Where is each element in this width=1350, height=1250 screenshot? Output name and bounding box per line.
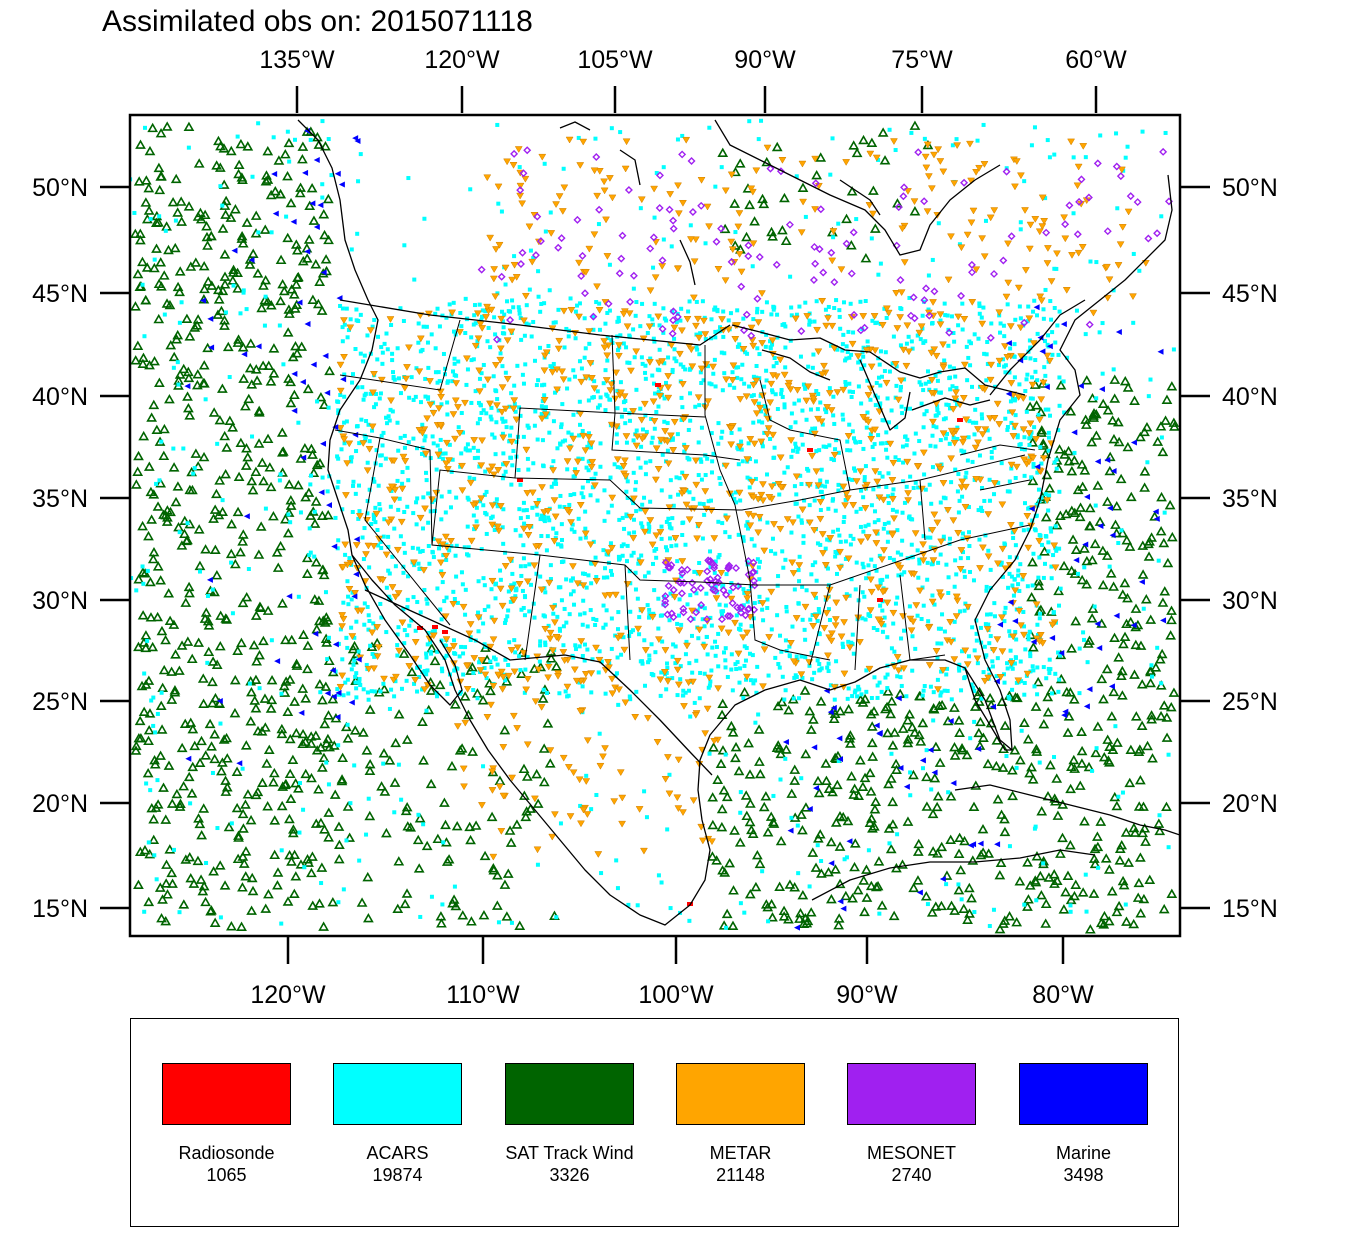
arctic-islands: [559, 121, 881, 286]
right-lat-label: 40°N: [1222, 383, 1278, 411]
left-lat-label: 40°N: [32, 383, 88, 411]
left-lat-label: 20°N: [32, 790, 88, 818]
bottom-lon-label: 110°W: [446, 981, 520, 1009]
legend-label: SAT Track Wind: [505, 1143, 634, 1163]
right-lat-label: 50°N: [1222, 174, 1278, 202]
legend-swatch-marine: [1019, 1063, 1148, 1125]
map-title: Assimilated obs on: 2015071118: [102, 5, 533, 38]
us-canada-border: [339, 299, 1086, 396]
bottom-lon-label: 120°W: [250, 981, 326, 1009]
axis-ticks-and-labels: 135°W 120°W 105°W 90°W 75°W 60°W 120°W 110°W 100…: [32, 46, 1278, 1009]
hudson-bay: [714, 119, 1001, 256]
north-america-coastline: [297, 119, 1173, 926]
observation-points: [130, 118, 1180, 934]
right-lat-label: 20°N: [1222, 790, 1278, 818]
legend-count: 21148: [716, 1165, 765, 1185]
bottom-lon-label: 80°W: [1032, 981, 1094, 1009]
legend-swatch-radiosonde: [162, 1063, 291, 1125]
top-lon-label: 90°W: [734, 46, 796, 74]
legend-count: 19874: [372, 1165, 423, 1185]
left-lat-label: 35°N: [32, 485, 88, 513]
bottom-lon-label: 90°W: [836, 981, 898, 1009]
left-lat-label: 25°N: [32, 688, 88, 716]
central-america-coast: [811, 849, 1096, 901]
us-mexico-border: [364, 589, 713, 776]
right-lat-label: 35°N: [1222, 485, 1278, 513]
top-lon-label: 135°W: [259, 46, 335, 74]
observation-map: 135°W 120°W 105°W 90°W 75°W 60°W 120°W 110°W 100…: [32, 46, 1278, 1009]
right-lat-label: 45°N: [1222, 280, 1278, 308]
legend-label: MESONET: [866, 1143, 956, 1163]
right-lat-label: 15°N: [1222, 895, 1278, 923]
legend-label: Radiosonde: [178, 1143, 275, 1163]
top-lon-label: 60°W: [1065, 46, 1127, 74]
legend-count: 3326: [549, 1165, 590, 1185]
legend-label: Marine: [1055, 1143, 1112, 1163]
top-lon-label: 105°W: [577, 46, 653, 74]
left-lat-label: 50°N: [32, 174, 88, 202]
legend-count: 2740: [891, 1165, 932, 1185]
legend-swatch-sat-track-wind: [505, 1063, 634, 1125]
top-lon-label: 120°W: [424, 46, 500, 74]
top-lon-label: 75°W: [891, 46, 953, 74]
legend-swatch-metar: [676, 1063, 805, 1125]
baja-california: [351, 554, 463, 706]
state-borders: [334, 319, 1036, 671]
left-lat-label: 30°N: [32, 587, 88, 615]
legend-label: METAR: [709, 1143, 772, 1163]
right-lat-label: 30°N: [1222, 587, 1278, 615]
left-lat-label: 15°N: [32, 895, 88, 923]
bottom-lon-label: 100°W: [638, 981, 714, 1009]
map-frame: [128, 113, 1182, 938]
legend-swatch-mesonet: [847, 1063, 976, 1125]
left-lat-label: 45°N: [32, 280, 88, 308]
legend-count: 3498: [1063, 1165, 1104, 1185]
florida-peninsula: [964, 667, 1012, 751]
hispaniola: [1139, 824, 1180, 836]
coastlines-and-borders: [297, 119, 1180, 926]
legend-count: 1065: [206, 1165, 247, 1185]
great-lakes: [731, 324, 1026, 431]
right-lat-label: 25°N: [1222, 688, 1278, 716]
legend-swatch-acars: [333, 1063, 462, 1125]
cuba: [954, 784, 1141, 826]
legend: Radiosonde 1065 ACARS 19874 SAT Track Wind 33…: [130, 1018, 1179, 1227]
legend-label: ACARS: [366, 1143, 429, 1163]
